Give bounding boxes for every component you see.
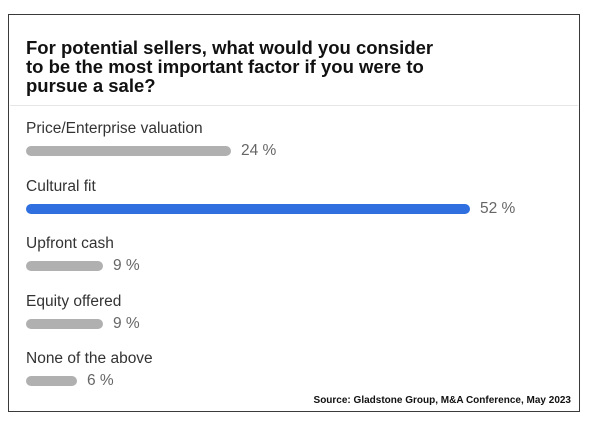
option-percent-label: 9 % [113,257,140,274]
option-label: Upfront cash [26,235,114,252]
poll-options: Price/Enterprise valuation 24 % Cultural f… [9,15,579,411]
header-divider [10,105,578,106]
option-bar [26,318,103,329]
option-bar [26,146,231,156]
option-label: Cultural fit [26,177,96,195]
source-note: Source: Gladstone Group, M&A Conference,… [313,395,571,406]
option-percent-label: 9 % [113,314,140,332]
option-label: None of the above [26,350,153,367]
poll-question: For potential sellers, what would you co… [26,37,434,96]
option-bar [26,376,77,386]
option-bar [26,203,470,214]
option-percent-label: 52 % [480,199,516,217]
option-percent-label: 6 % [87,372,114,389]
option-label: Price/Enterprise valuation [26,120,203,137]
option-percent-label: 24 % [241,142,277,159]
option-bar [26,261,103,271]
option-label: Equity offered [26,292,122,310]
poll-card: For potential sellers, what would you co… [8,14,580,412]
